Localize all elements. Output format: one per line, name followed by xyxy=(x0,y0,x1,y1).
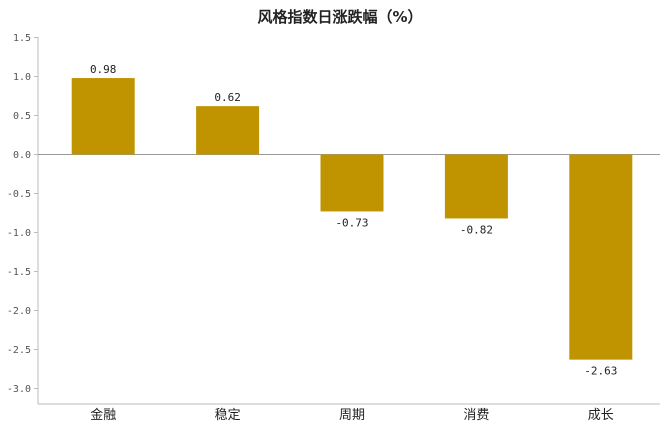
y-tick-label: -1.5 xyxy=(7,267,31,278)
bar xyxy=(196,106,260,155)
y-axis-ticks: 1.5 1.0 0.5 0.0 -0.5 -1.0 -1.5 -2.0 -2.5 -3.0 xyxy=(7,33,38,395)
data-label: 0.62 xyxy=(214,91,241,104)
bar xyxy=(569,154,633,360)
bar-series xyxy=(71,78,633,360)
x-axis-ticks: 金融 稳定 周期 消费 成长 xyxy=(90,407,614,423)
y-tick-label: -2.0 xyxy=(7,306,31,317)
x-tick-label: 稳定 xyxy=(215,407,241,423)
data-label: 0.98 xyxy=(90,63,117,76)
chart-title: 风格指数日涨跌幅（%） xyxy=(257,8,422,26)
y-tick-label: 0.0 xyxy=(13,150,31,161)
x-tick-label: 成长 xyxy=(588,408,614,423)
bar xyxy=(444,154,508,219)
data-label: -0.82 xyxy=(460,223,493,236)
y-tick-label: -0.5 xyxy=(7,189,31,200)
y-tick-label: 1.5 xyxy=(13,33,31,44)
y-tick-label: -3.0 xyxy=(7,384,31,395)
x-tick-label: 周期 xyxy=(339,408,365,423)
data-labels: 0.98 0.62 -0.73 -0.82 -2.63 xyxy=(90,63,617,378)
y-tick-label: -2.5 xyxy=(7,345,31,356)
x-tick-label: 消费 xyxy=(463,408,489,423)
y-tick-label: -1.0 xyxy=(7,228,31,239)
y-tick-label: 1.0 xyxy=(13,72,31,83)
bar xyxy=(71,78,135,155)
x-tick-label: 金融 xyxy=(90,407,116,423)
bar xyxy=(320,154,384,212)
data-label: -0.73 xyxy=(335,216,368,229)
y-tick-label: 0.5 xyxy=(13,111,31,122)
data-label: -2.63 xyxy=(584,365,617,378)
